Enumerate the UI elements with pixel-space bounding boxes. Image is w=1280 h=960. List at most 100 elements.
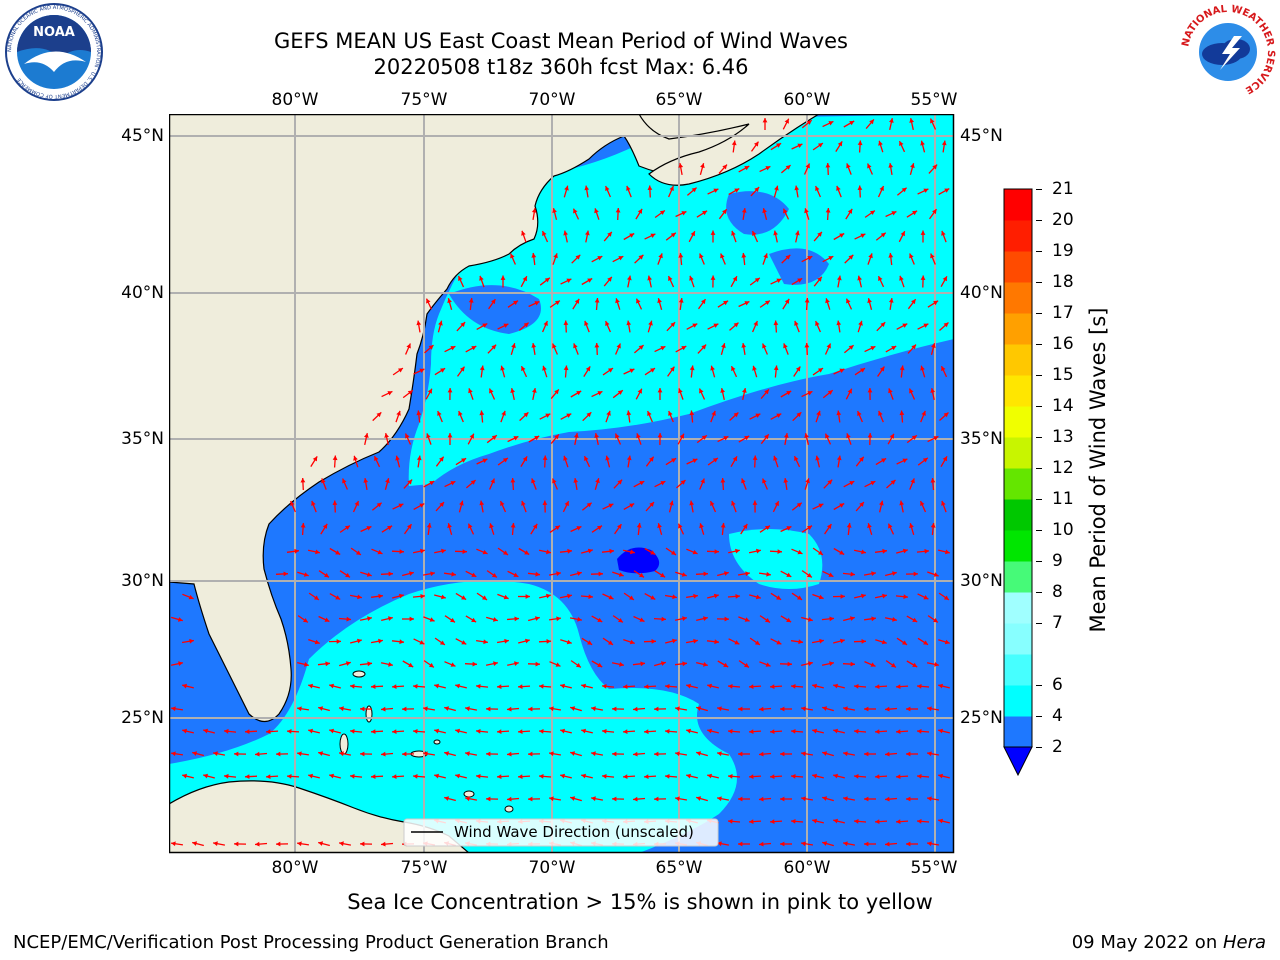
- wind-arrow-head: [514, 661, 519, 666]
- wind-arrow-head: [392, 774, 397, 779]
- colorbar-tick-mark: [1036, 468, 1042, 469]
- colorbar-segment: [1004, 313, 1032, 345]
- wind-arrow-head: [192, 841, 198, 846]
- wind-arrow-head: [840, 594, 845, 599]
- wind-arrow-head: [710, 230, 716, 235]
- wind-arrow-head: [554, 389, 559, 395]
- wind-arrow-head: [765, 662, 771, 667]
- wind-arrow-head: [930, 388, 935, 393]
- wind-arrow-head: [304, 662, 309, 667]
- colorbar-tick-mark: [1036, 220, 1042, 221]
- wind-arrow-head: [681, 572, 687, 577]
- wind-arrow-head: [699, 388, 704, 394]
- wind-arrow-head: [525, 594, 530, 599]
- wind-arrow-head: [923, 188, 929, 193]
- wind-arrow-head: [870, 346, 876, 351]
- wind-arrow-head: [437, 411, 442, 416]
- wind-arrow-head: [626, 410, 632, 416]
- wind-arrow-head: [371, 684, 376, 689]
- wind-arrow-head: [490, 478, 495, 484]
- wind-arrow-head: [657, 298, 662, 304]
- wind-arrow-head: [735, 548, 740, 554]
- lat-label-right: 45°N: [960, 126, 1003, 146]
- wind-arrow-head: [441, 594, 446, 600]
- wind-arrow-head: [329, 683, 334, 689]
- wind-arrow-head: [535, 571, 540, 577]
- wind-arrow-head: [786, 572, 792, 577]
- wind-arrow-head: [891, 662, 896, 668]
- colorbar-tick-mark: [1036, 251, 1042, 252]
- wind-arrow-head: [818, 368, 823, 373]
- colorbar-tick-label: 10: [1052, 520, 1074, 540]
- wind-arrow-head: [754, 141, 759, 147]
- wind-arrow-head: [807, 525, 812, 531]
- wind-arrow-head: [665, 729, 670, 734]
- wind-arrow-head: [447, 433, 453, 438]
- wind-arrow-head: [741, 208, 747, 213]
- wind-arrow-head: [377, 549, 383, 555]
- wind-arrow-head: [381, 841, 386, 847]
- colorbar-tick-label: 11: [1052, 489, 1074, 509]
- wind-arrow-head: [629, 595, 634, 600]
- wind-arrow-head: [455, 683, 460, 689]
- wind-arrow-head: [549, 796, 554, 802]
- wind-arrow-head: [911, 435, 917, 440]
- wind-arrow-head: [444, 796, 450, 801]
- wind-arrow-head: [732, 276, 737, 282]
- wind-arrow-head: [549, 706, 554, 712]
- wind-arrow-head: [899, 275, 904, 281]
- wind-arrow-head: [822, 706, 828, 711]
- wind-arrow-head: [888, 523, 893, 529]
- wind-arrow-head: [522, 276, 527, 282]
- wind-arrow-head: [367, 661, 372, 667]
- wind-arrow-head: [909, 388, 914, 394]
- wind-arrow-head: [388, 662, 393, 667]
- wind-arrow-head: [534, 616, 540, 621]
- wind-arrow-head: [315, 549, 320, 555]
- colorbar-segment: [1004, 499, 1032, 531]
- wind-arrow-head: [491, 344, 497, 350]
- wind-arrow-head: [882, 593, 887, 599]
- wind-arrow-head: [325, 661, 330, 667]
- wind-arrow-head: [850, 661, 855, 667]
- wind-arrow-head: [615, 433, 620, 439]
- wind-arrow-head: [523, 322, 529, 328]
- map-frame: [169, 114, 955, 854]
- wind-arrow-head: [294, 548, 299, 554]
- wind-arrow-head: [837, 275, 842, 281]
- wind-arrow-head: [752, 365, 757, 371]
- wind-arrow-head: [773, 455, 778, 461]
- wind-arrow-head: [794, 456, 799, 461]
- wind-arrow-head: [703, 616, 708, 621]
- wind-arrow-head: [943, 412, 949, 418]
- wind-arrow-head: [637, 208, 643, 214]
- wind-arrow-head: [482, 323, 488, 328]
- colorbar-tick-label: 2: [1052, 737, 1063, 757]
- wind-arrow-head: [710, 365, 715, 371]
- wind-arrow-head: [797, 143, 803, 148]
- wind-arrow-head: [203, 728, 208, 734]
- wind-arrow-head: [308, 773, 313, 779]
- wind-arrow-head: [906, 706, 911, 712]
- wind-arrow-head: [896, 774, 901, 779]
- wind-arrow-head: [177, 617, 183, 622]
- wind-arrow-head: [850, 571, 855, 577]
- wind-arrow-head: [617, 524, 622, 529]
- wind-arrow-head: [731, 140, 737, 146]
- wind-arrow-head: [616, 343, 621, 349]
- wind-arrow-head: [287, 774, 292, 779]
- wind-arrow-head: [741, 343, 747, 348]
- wind-arrow-head: [776, 595, 782, 600]
- wind-arrow-head: [482, 458, 488, 463]
- wind-arrow-head: [902, 548, 908, 554]
- wind-arrow-head: [938, 818, 943, 824]
- wind-arrow-head: [689, 410, 695, 416]
- wind-arrow-head: [523, 412, 529, 418]
- wind-arrow-head: [356, 550, 361, 555]
- colorbar-tick-label: 21: [1052, 179, 1074, 199]
- wind-arrow-head: [839, 233, 845, 238]
- footer-date: 09 May 2022 on Hera: [1072, 932, 1266, 953]
- wind-arrow-head: [576, 662, 581, 668]
- wind-arrow-head: [764, 389, 769, 395]
- wind-arrow-head: [913, 571, 918, 577]
